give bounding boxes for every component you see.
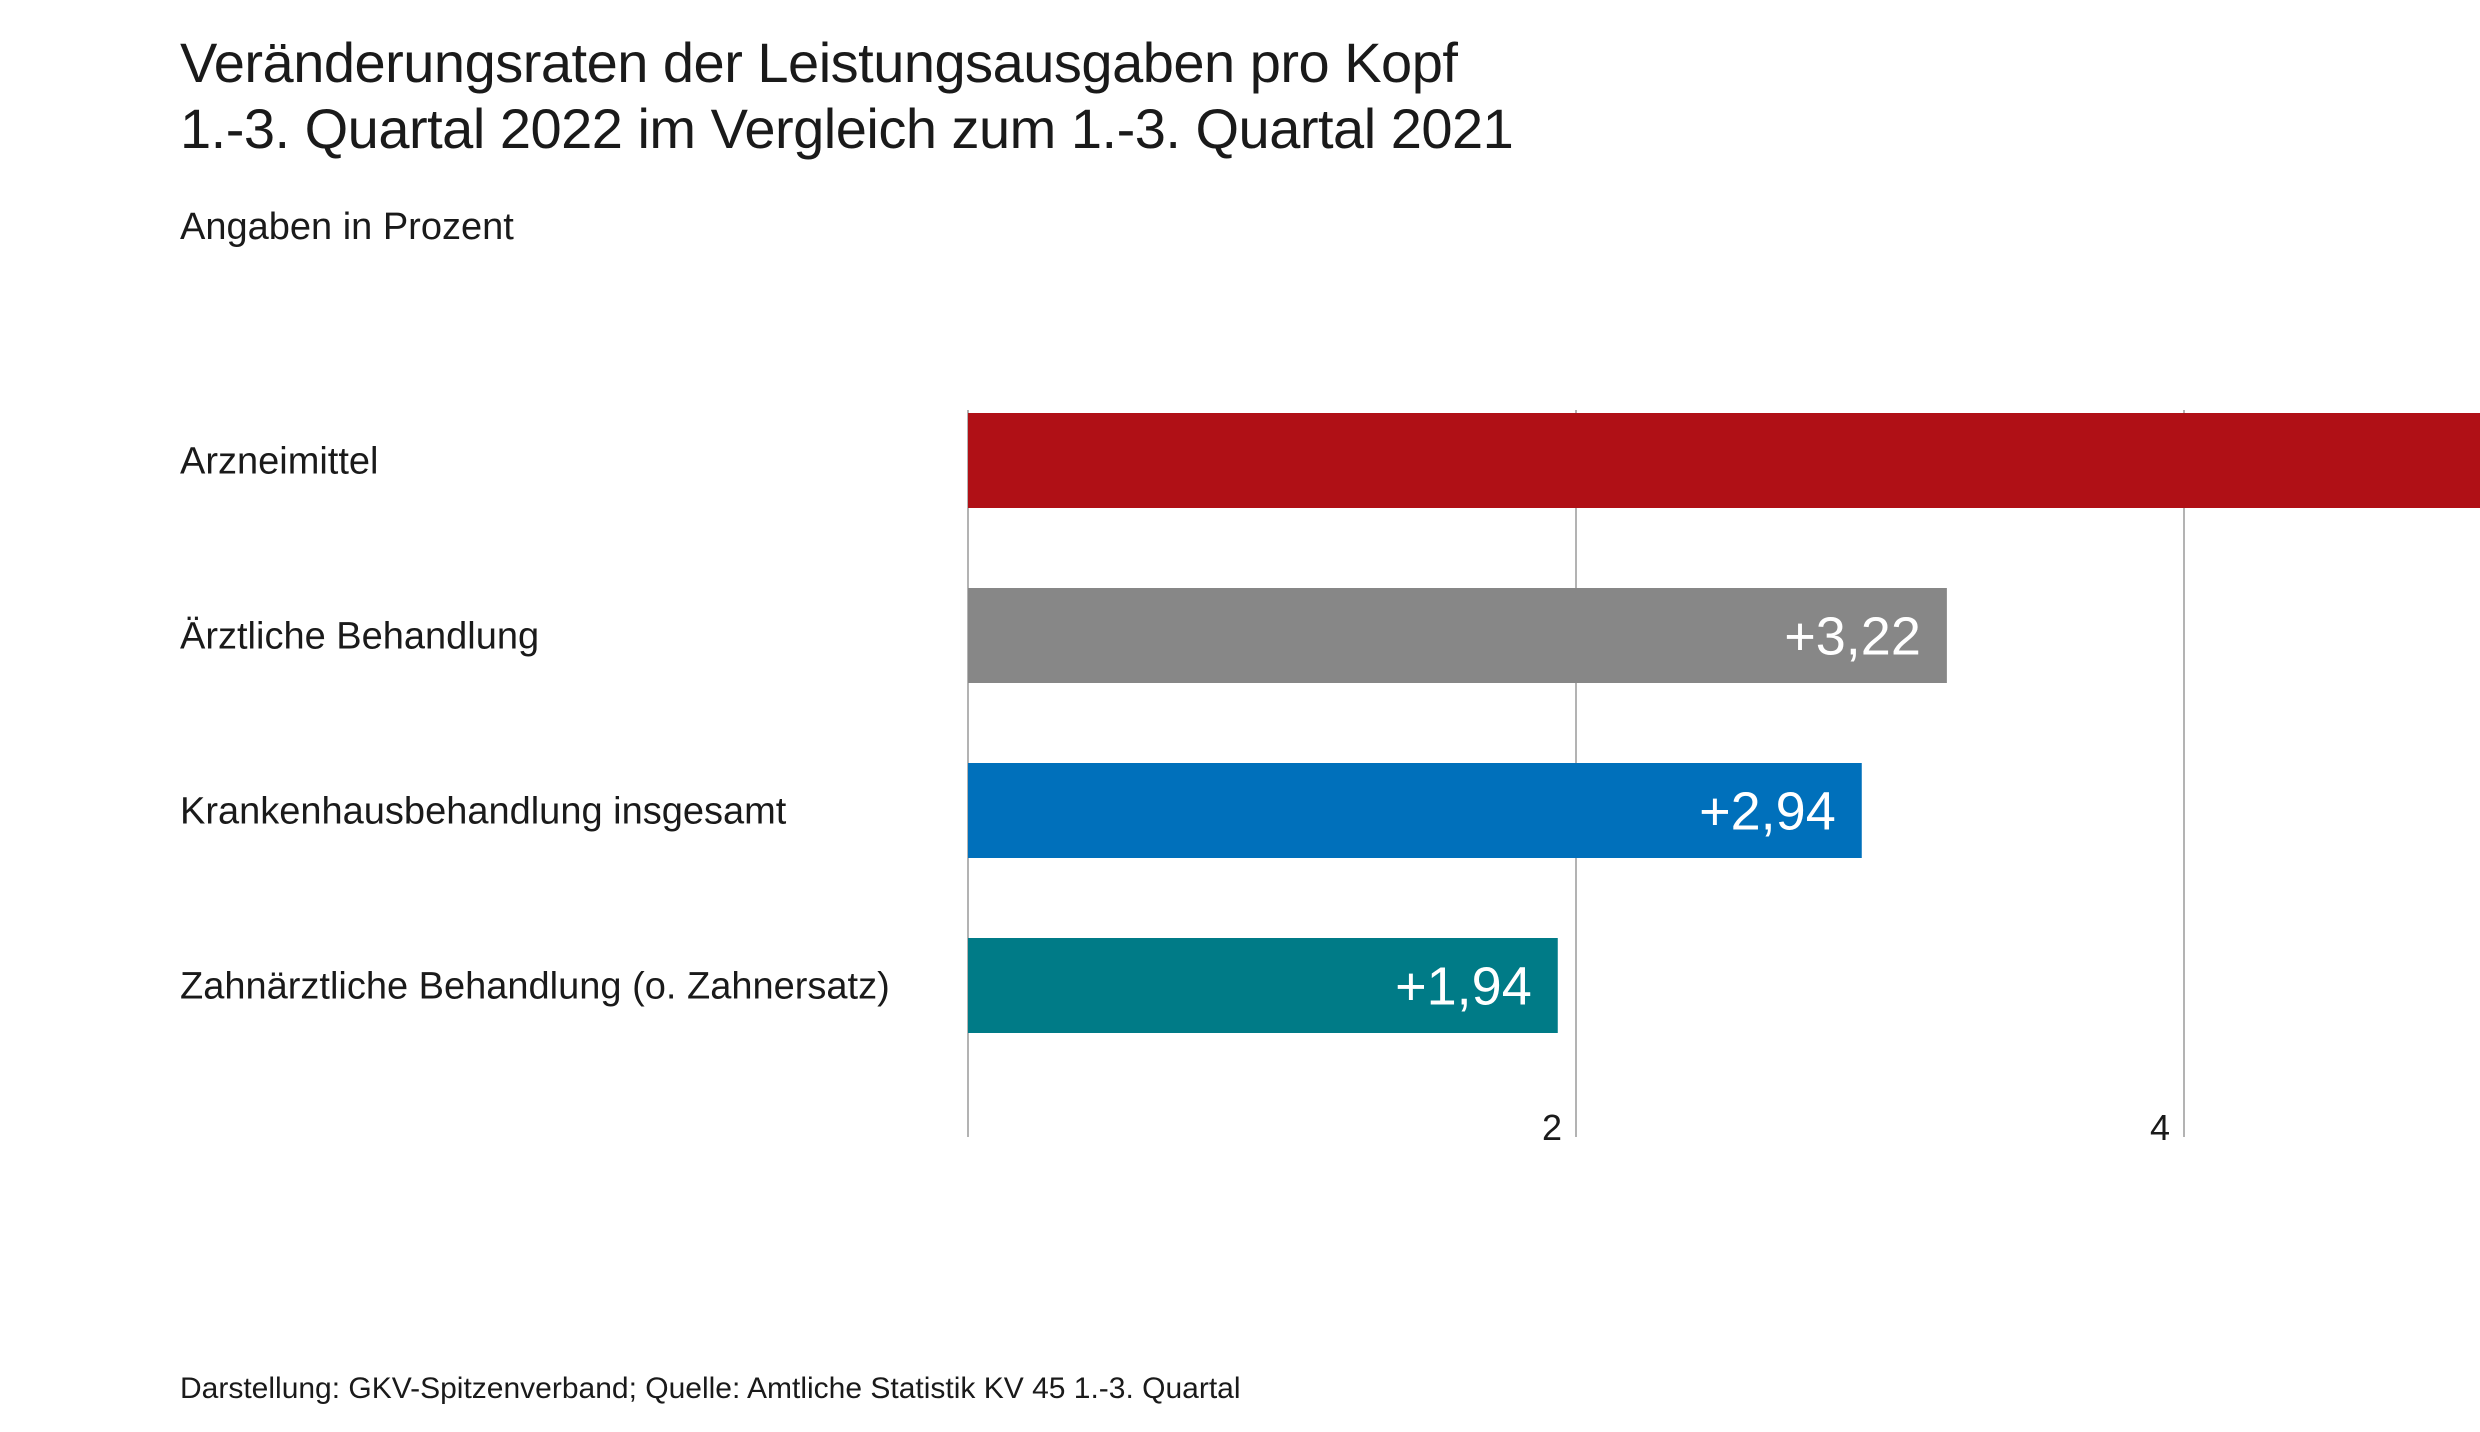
source-footnote: Darstellung: GKV-Spitzenverband; Quelle:… — [180, 1372, 1241, 1405]
x-tick-label-2: 2 — [1542, 1107, 1562, 1148]
x-tick-label-4: 4 — [2150, 1107, 2170, 1148]
data-label-3: +1,94 — [1395, 957, 1532, 1017]
category-label-1: Ärztliche Behandlung — [180, 616, 539, 658]
category-label-2: Krankenhausbehandlung insgesamt — [180, 791, 787, 833]
category-label-0: Arzneimittel — [180, 441, 379, 483]
bar-3 — [968, 938, 1558, 1033]
category-label-3: Zahnärztliche Behandlung (o. Zahnersatz) — [180, 966, 890, 1008]
bar-2 — [968, 763, 1862, 858]
chart-subtitle: Angaben in Prozent — [180, 206, 514, 248]
data-label-2: +2,94 — [1699, 782, 1836, 842]
bar-1 — [968, 588, 1947, 683]
chart-title: Veränderungsraten der Leistungsausgaben … — [180, 30, 1514, 162]
chart-title-line-1: Veränderungsraten der Leistungsausgaben … — [180, 31, 1458, 94]
chart-title-line-2: 1.-3. Quartal 2022 im Vergleich zum 1.-3… — [180, 97, 1514, 160]
bar-0 — [968, 413, 2480, 508]
data-label-1: +3,22 — [1784, 607, 1921, 667]
